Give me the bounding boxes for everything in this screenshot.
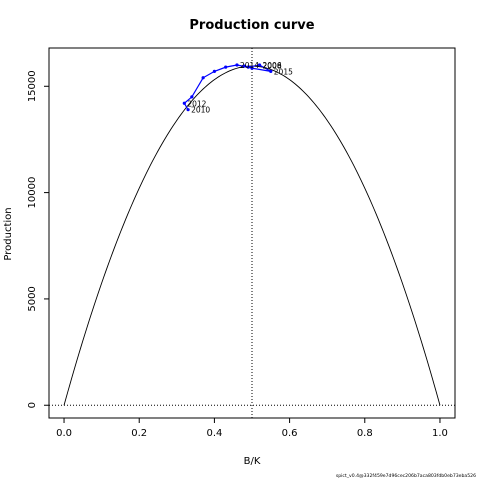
y-axis: 0 5000 10000 15000: [27, 70, 49, 408]
trajectory-point: [224, 65, 228, 69]
x-tick-label: 0.6: [282, 428, 298, 439]
point-label: 2008: [263, 61, 282, 70]
y-tick-label: 5000: [27, 286, 38, 311]
trajectory-line: [183, 64, 272, 110]
trajectory-point: [269, 69, 273, 73]
trajectory-point: [250, 66, 254, 70]
y-tick-label: 15000: [27, 70, 38, 102]
y-axis-label: Production: [3, 207, 14, 260]
x-tick-label: 0.0: [56, 428, 72, 439]
trajectory-point: [235, 63, 239, 67]
x-tick-label: 1.0: [432, 428, 448, 439]
trajectory-point: [246, 65, 250, 69]
x-tick-label: 0.4: [206, 428, 222, 439]
trajectory-point: [257, 63, 262, 67]
point-label: 2010: [191, 106, 210, 115]
trajectory-layer: [182, 63, 273, 112]
trajectory-point: [242, 64, 247, 68]
plot-area-frame: [48, 47, 456, 419]
trajectory-point: [201, 76, 205, 80]
point-label: 2006: [263, 61, 282, 70]
x-tick-label: 0.8: [357, 428, 373, 439]
trajectory-point: [190, 95, 194, 99]
point-label: 2015: [274, 67, 293, 76]
y-tick-label: 0: [27, 402, 38, 408]
point-label: 2014: [240, 61, 259, 70]
trajectory-point: [182, 101, 186, 105]
version-footer: spict_v0.4@332f459e7d96cec206b7aca803fdb…: [336, 473, 476, 479]
trajectory-point: [212, 69, 217, 73]
reference-lines: [49, 48, 455, 418]
y-tick-label: 10000: [27, 177, 38, 209]
x-tick-label: 0.2: [131, 428, 147, 439]
trajectory-point: [186, 108, 190, 112]
x-axis-label: B/K: [244, 456, 261, 467]
point-label: 2012: [187, 99, 206, 108]
x-axis: 0.0 0.2 0.4 0.6 0.8 1.0: [56, 418, 448, 439]
chart-title: Production curve: [189, 18, 314, 33]
